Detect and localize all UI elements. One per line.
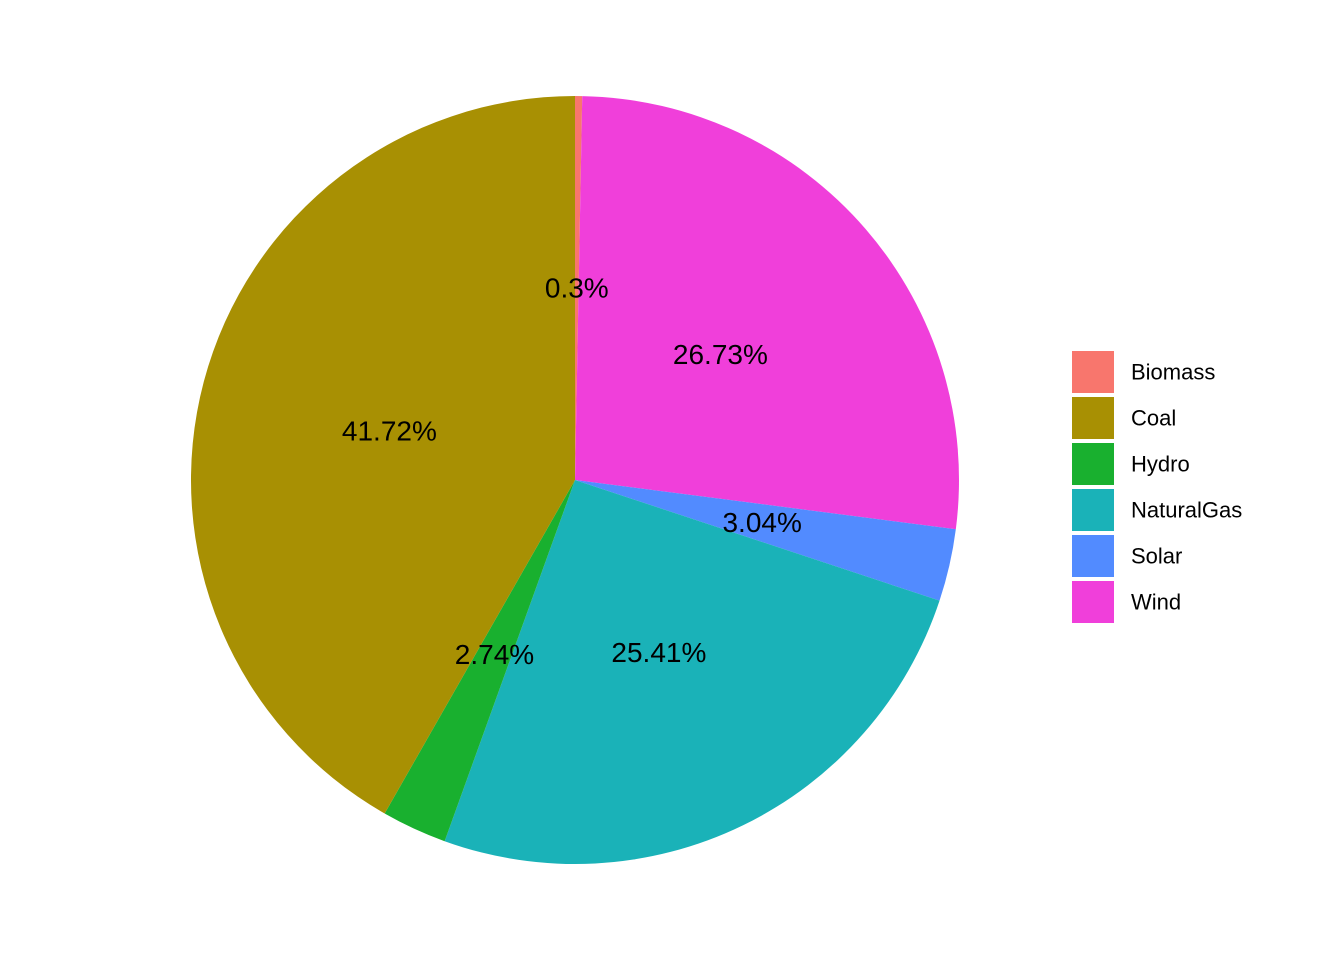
slice-label-solar: 3.04%: [722, 507, 801, 538]
pie-slice-solar: [575, 480, 956, 601]
legend-swatch-coal: [1072, 397, 1114, 439]
slice-label-naturalgas: 25.41%: [611, 637, 706, 668]
legend-label-hydro: Hydro: [1131, 452, 1190, 477]
legend-label-solar: Solar: [1131, 544, 1182, 569]
legend-swatch-naturalgas: [1072, 489, 1114, 531]
slice-label-wind: 26.73%: [673, 339, 768, 370]
slice-label-hydro: 2.74%: [455, 639, 534, 670]
pie-slice-naturalgas: [444, 480, 940, 865]
pie-slice-coal: [190, 95, 575, 814]
legend-label-wind: Wind: [1131, 590, 1181, 615]
legend-label-naturalgas: NaturalGas: [1131, 498, 1242, 523]
pie-slice-wind: [575, 96, 959, 530]
pie-slices: [190, 95, 959, 865]
legend-swatch-biomass: [1072, 351, 1114, 393]
legend-swatch-wind: [1072, 581, 1114, 623]
legend-swatch-solar: [1072, 535, 1114, 577]
legend-swatch-hydro: [1072, 443, 1114, 485]
legend-label-coal: Coal: [1131, 406, 1176, 431]
pie-slice-hydro: [384, 480, 575, 842]
pie-slice-biomass: [575, 96, 583, 480]
slice-label-coal: 41.72%: [342, 415, 437, 446]
legend: Biomass Coal Hydro NaturalGas Solar Wind: [1072, 351, 1242, 623]
pie-labels: 0.3% 26.73% 3.04% 25.41% 2.74% 41.72%: [342, 273, 802, 670]
slice-label-biomass: 0.3%: [545, 273, 609, 304]
legend-label-biomass: Biomass: [1131, 360, 1215, 385]
